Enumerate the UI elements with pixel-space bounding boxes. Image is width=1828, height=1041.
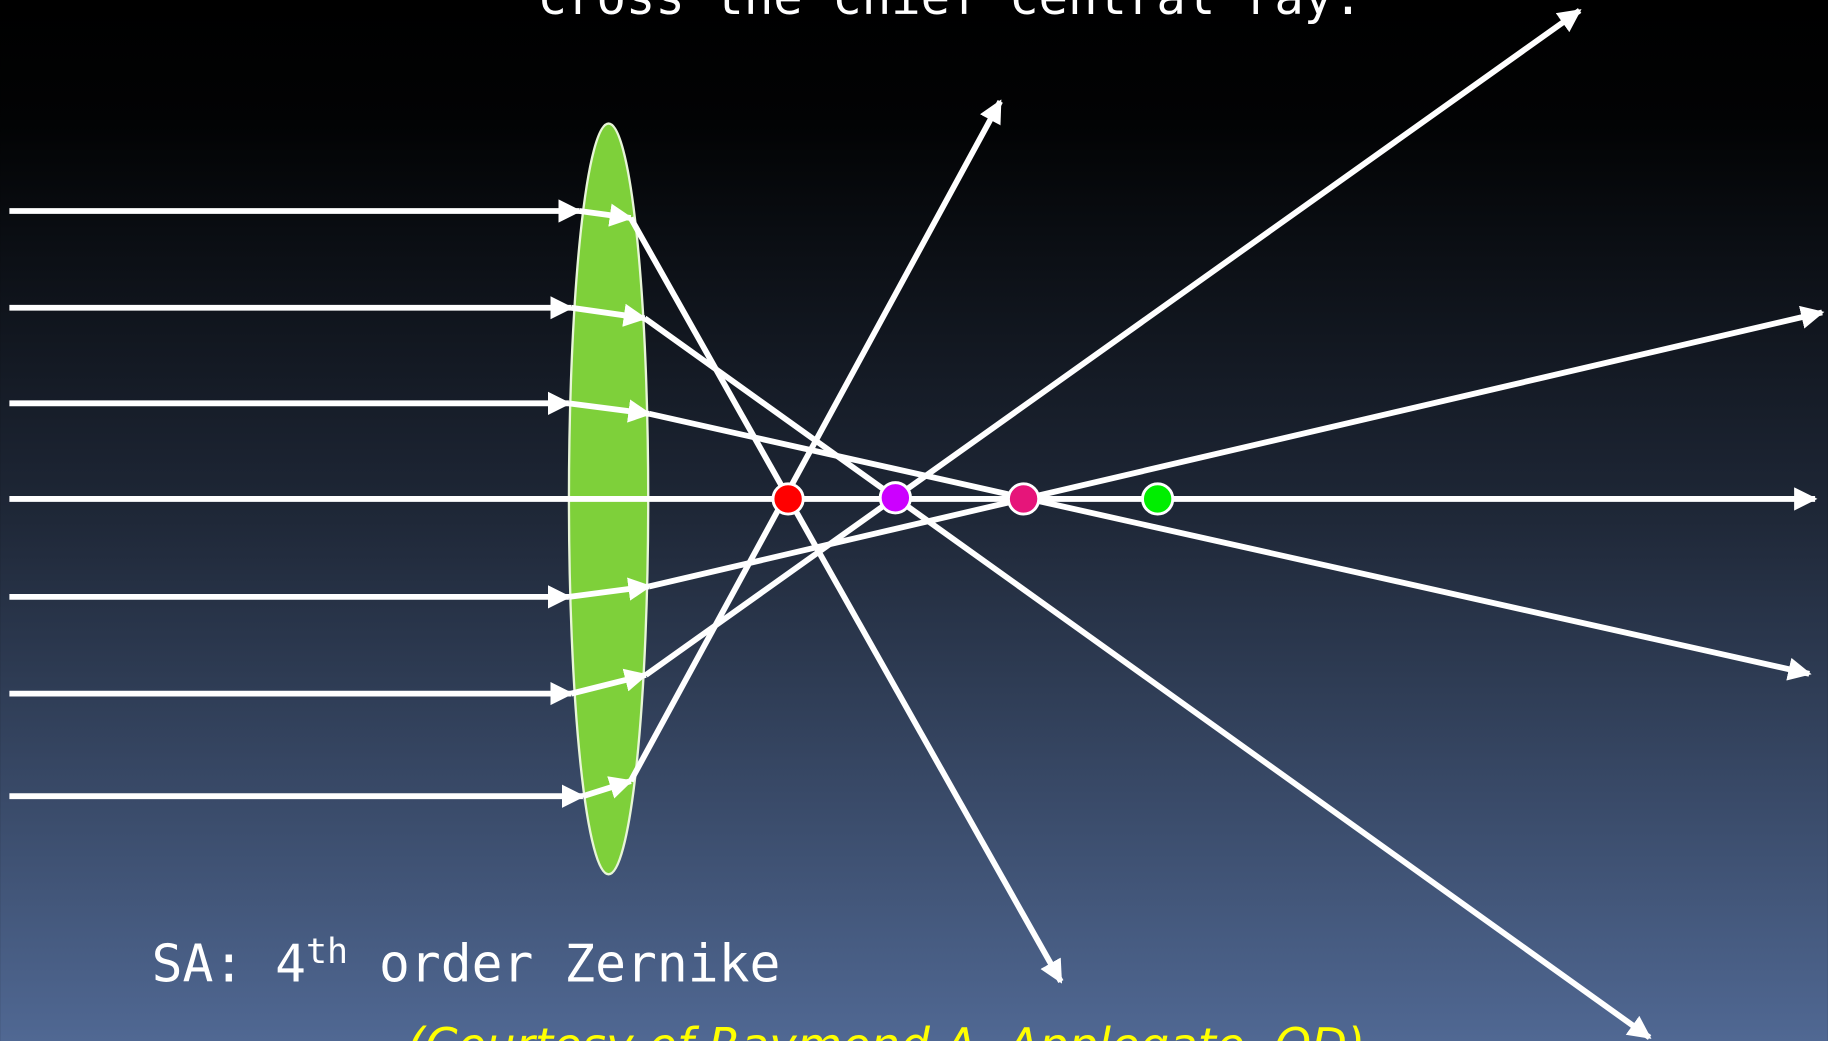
ray [579,203,634,227]
ray [628,99,1003,783]
caption: SA: 4th order Zernike [152,932,781,995]
caption-superscript: th [306,932,348,972]
focal-point [1006,482,1041,516]
ray [648,305,1825,590]
caption-rest: order Zernike [348,935,780,995]
ray [568,577,652,601]
incoming-rays [9,199,586,808]
ray [570,668,649,697]
focal-points [771,481,1175,516]
ray [644,8,1582,678]
focal-point [878,481,912,515]
ray [648,410,1812,681]
credit: (Courtesy of Raymond A. Applegate, OD) [407,1018,1365,1041]
focal-point [1141,482,1175,516]
ray [568,399,652,423]
ray [582,776,633,799]
ray [570,303,648,327]
lens-rays [568,203,652,799]
title: cross the chief central ray. [538,0,1363,26]
ray [643,315,1652,1040]
outgoing-rays [9,8,1825,1040]
caption-text: SA: 4 [152,935,306,995]
focal-point [771,482,805,516]
ray [628,216,1064,984]
